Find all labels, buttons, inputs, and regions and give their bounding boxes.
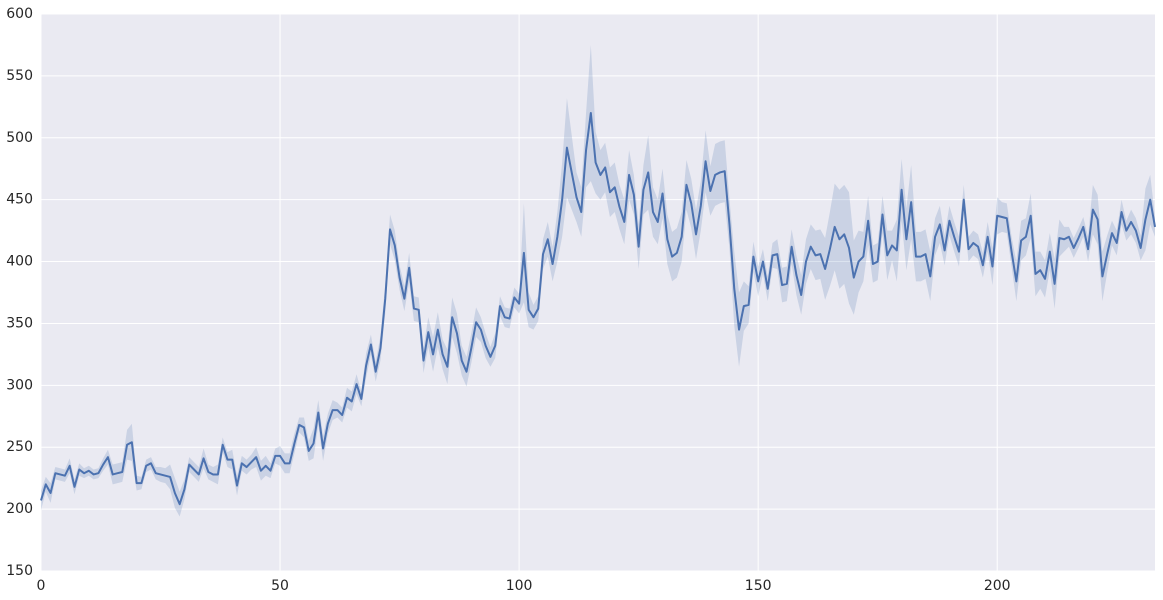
x-tick-label: 100 <box>506 578 533 594</box>
y-tick-label: 150 <box>6 563 33 579</box>
line <box>40 112 1156 506</box>
y-tick-label: 600 <box>6 6 33 22</box>
x-tick-label: 0 <box>37 578 46 594</box>
y-tick-label: 550 <box>6 68 33 84</box>
y-tick-label: 250 <box>6 439 33 455</box>
y-tick-label: 400 <box>6 254 33 270</box>
x-tick-label: 150 <box>745 578 772 594</box>
y-tick-label: 300 <box>6 377 33 393</box>
x-tick-label: 50 <box>271 578 289 594</box>
y-tick-label: 350 <box>6 315 33 331</box>
y-tick-label: 500 <box>6 130 33 146</box>
plot-area <box>41 14 1155 571</box>
confidence-band <box>41 44 1155 517</box>
y-tick-label: 200 <box>6 501 33 517</box>
x-tick-label: 200 <box>984 578 1011 594</box>
y-tick-label: 450 <box>6 192 33 208</box>
